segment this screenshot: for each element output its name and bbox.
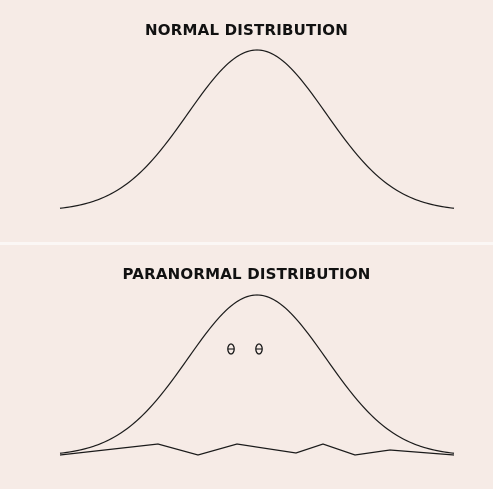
ghost-eye-right [255,343,263,355]
normal-curve-graphic [59,49,455,209]
normal-distribution-panel: NORMAL DISTRIBUTION [0,0,493,242]
ghost-bell-curve [59,294,455,454]
bell-curve [59,49,455,209]
panel-divider [0,242,493,245]
panel-title-paranormal: PARANORMAL DISTRIBUTION [122,265,371,283]
paranormal-distribution-panel: PARANORMAL DISTRIBUTION [0,245,493,489]
ghost-eye-left [227,343,235,355]
ghost-curve-graphic [59,294,455,456]
panel-title-normal: NORMAL DISTRIBUTION [145,21,348,39]
ghost-hem-line [59,443,455,456]
